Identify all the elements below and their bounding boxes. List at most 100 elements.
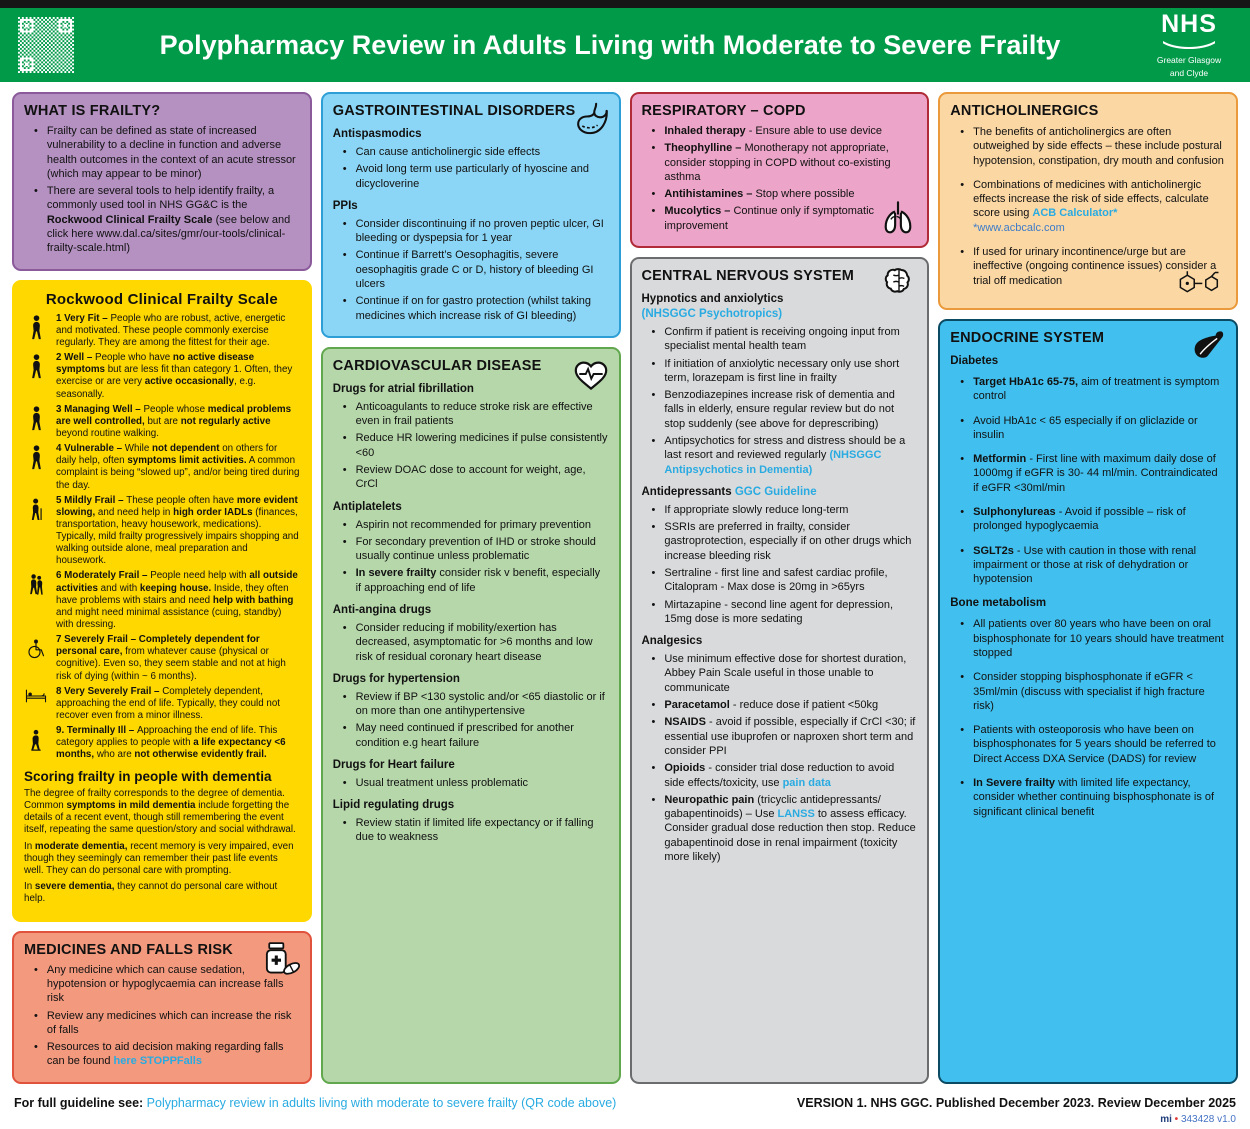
text-segment: In severe frailty <box>355 567 437 580</box>
text-segment: If initiation of anxiolytic necessary on… <box>664 357 900 384</box>
bullet: • Mucolytics – Continue only if symptomat… <box>642 204 918 233</box>
text-segment: Stop where possible <box>755 188 855 201</box>
text-segment: (tricyclic antidepressants/ gabapentinoi… <box>664 793 881 821</box>
subhead: Antispasmodics <box>333 127 609 142</box>
text-segment: Scoring frailty in people with dementia <box>24 768 272 784</box>
text-segment: (finances, transportation, heavy housewo… <box>56 506 299 567</box>
scale-item-text: 4 Vulnerable – While not dependent on ot… <box>56 443 300 492</box>
bullet-marker: • <box>960 126 965 138</box>
link[interactable]: here STOPPFalls <box>113 1055 202 1068</box>
text-segment: PPIs <box>332 199 358 212</box>
link[interactable]: ACB Calculator* <box>1032 207 1118 220</box>
scale-item-text: 7 Severely Frail – Completely dependent … <box>56 634 300 683</box>
text-segment: If used for urinary incontinence/urge bu… <box>973 246 1217 287</box>
text-segment: Antidepressants <box>641 485 735 498</box>
bullet: • In Severe frailty with limited life exp… <box>950 776 1226 819</box>
text-segment: Rockwood Clinical Frailty Scale <box>46 213 213 226</box>
bullet: • If used for urinary incontinence/urge b… <box>950 245 1226 288</box>
bullet: • SSRIs are preferred in frailty, conside… <box>642 520 918 563</box>
text-segment: Consider stopping bisphosphonate if eGFR… <box>973 671 1205 712</box>
bullet-marker: • <box>34 1009 38 1022</box>
bullet-marker: • <box>342 722 347 735</box>
section-title: RESPIRATORY – COPD <box>641 103 806 119</box>
text-segment: 6 Moderately Frail – <box>56 570 151 582</box>
bullet-marker: • <box>651 521 656 534</box>
bullet: • Use minimum effective dose for shortest… <box>642 652 918 695</box>
link[interactable]: Polypharmacy review in adults living wit… <box>146 1095 617 1110</box>
bullet-marker: • <box>34 125 38 137</box>
bullet: • Theophylline – Monotherapy not appropri… <box>642 141 918 184</box>
bullet-text: Benzodiazepines increase risk of dementi… <box>664 388 917 431</box>
footer-right: VERSION 1. NHS GGC. Published December 2… <box>797 1096 1236 1125</box>
bullet-marker: • <box>651 762 656 775</box>
scale-item: 9. Terminally Ill – Approaching the end … <box>24 725 300 761</box>
text-segment: For full guideline see: <box>14 1095 147 1110</box>
text-segment: symptoms limit activities. <box>127 455 247 467</box>
link[interactable]: pain data <box>782 776 831 789</box>
subhead: Anti-angina drugs <box>333 603 609 618</box>
text-segment: Confirm if patient is receiving ongoing … <box>664 325 900 353</box>
subhead: Diabetes <box>950 354 1226 369</box>
link[interactable]: *www.acbcalc.com <box>973 221 1065 234</box>
para: The degree of frailty corresponds to the… <box>24 788 300 837</box>
text-segment: and need help in <box>95 506 174 518</box>
section-title: MEDICINES AND FALLS RISK <box>24 941 233 958</box>
person-vulnerable-icon <box>24 443 48 492</box>
bullet-text: If initiation of anxiolytic necessary on… <box>664 357 917 386</box>
text-segment: 9. Terminally Ill – <box>56 725 137 737</box>
bullet: • All patients over 80 years who have bee… <box>950 617 1226 660</box>
scale-item: 1 Very Fit – People who are robust, acti… <box>24 313 300 349</box>
text-segment: Use minimum effective dose for shortest … <box>664 653 907 694</box>
bullet-text: There are several tools to help identify… <box>47 184 300 255</box>
page-title: Polypharmacy Review in Adults Living wit… <box>159 29 1061 60</box>
text-segment: medical problems are well controlled, <box>56 403 292 427</box>
text-segment: Consider reducing if mobility/exertion h… <box>355 621 593 663</box>
section-gastrointestinal-disorders: GASTROINTESTINAL DISORDERS Antispasmodics… <box>320 92 621 338</box>
text-segment: - Use with caution in those with renal i… <box>973 544 1197 586</box>
person-moderately-frail-icon <box>24 570 48 631</box>
bullet-marker: • <box>960 724 965 737</box>
text-segment: , e.g. seasonally. <box>56 376 256 400</box>
text-segment: Approaching the end of life. This catego… <box>56 725 278 749</box>
text-segment: Antiplatelets <box>332 500 402 513</box>
link[interactable]: (NHSGGC Psychotropics) <box>641 308 783 321</box>
text-segment: symptoms in mild dementia <box>66 799 196 811</box>
text-segment: Patients with osteoporosis who have been… <box>973 724 1216 765</box>
bullet-marker: • <box>651 357 656 370</box>
scale-item: 5 Mildly Frail – These people often have… <box>24 495 300 568</box>
bullet-text: Antihistamines – Stop where possible <box>664 187 917 201</box>
bullet: • Metformin - First line with maximum dai… <box>950 452 1226 495</box>
bullet: • Can cause anticholinergic side effects <box>333 145 609 159</box>
text-segment: Review if BP <130 systolic and/or <65 di… <box>355 690 605 718</box>
bullet: • Aspirin not recommended for primary pre… <box>333 518 609 532</box>
text-segment: 343428 v1.0 <box>1180 1113 1236 1125</box>
bullet-marker: • <box>342 518 347 531</box>
bullet-marker: • <box>651 699 656 712</box>
link[interactable]: LANSS <box>777 808 815 821</box>
bullet-marker: • <box>651 716 656 729</box>
section-title: CENTRAL NERVOUS SYSTEM <box>641 268 855 285</box>
section-title: WHAT IS FRAILTY? <box>24 103 161 119</box>
pancreas-icon <box>1189 328 1227 362</box>
bullet: • In severe frailty consider risk v benef… <box>333 566 609 595</box>
bullet: • If appropriate slowly reduce long-term <box>642 503 918 517</box>
content-grid: WHAT IS FRAILTY? • Frailty can be defined … <box>0 82 1250 1088</box>
section-central-nervous-system: CENTRAL NERVOUS SYSTEM Hypnotics and anxi… <box>629 257 930 1084</box>
bullet: • Review DOAC dose to account for weight,… <box>333 463 609 492</box>
text-segment: help with bathing <box>212 594 294 606</box>
text-segment: 2 Well – <box>56 352 96 364</box>
bullet: • Combinations of medicines with antichol… <box>950 178 1226 235</box>
bullet-text: Use minimum effective dose for shortest … <box>664 652 917 695</box>
bullet: • Neuropathic pain (tricyclic antidepress… <box>642 793 918 864</box>
subtitle: Scoring frailty in people with dementia <box>24 769 300 784</box>
link[interactable]: (NHSGGC Antipsychotics in Dementia) <box>664 449 882 476</box>
person-in-bed-icon <box>24 686 48 722</box>
person-mildly-frail-icon <box>24 495 48 568</box>
section-title: ANTICHOLINERGICS <box>950 103 1099 119</box>
text-segment: keeping house. <box>139 582 212 594</box>
text-segment: Reduce HR lowering medicines if pulse co… <box>355 432 608 459</box>
text-segment: Theophylline – <box>664 142 745 155</box>
bullet: • Confirm if patient is receiving ongoing… <box>642 325 918 354</box>
link[interactable]: GGC Guideline <box>734 485 817 498</box>
text-segment: recent memory is very impaired, even tho… <box>24 840 294 876</box>
